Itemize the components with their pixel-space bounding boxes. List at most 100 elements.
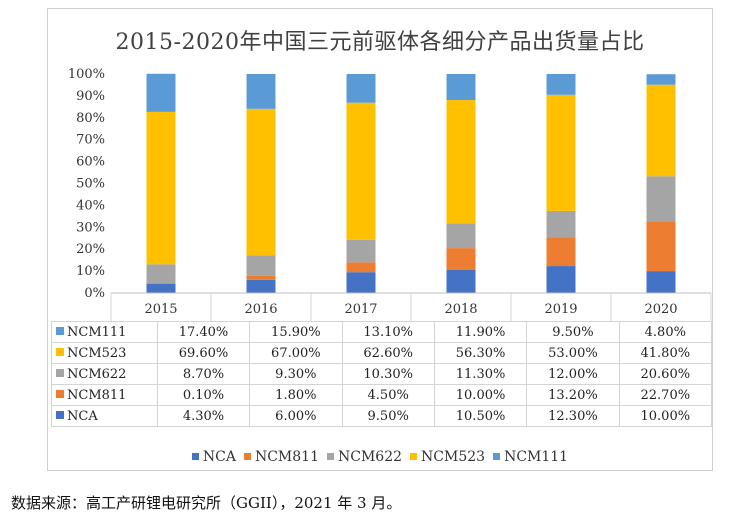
legend-key-icon [56, 368, 64, 377]
legend-key-icon [56, 389, 64, 398]
bar-ncm111-2015 [146, 73, 176, 112]
bar-ncm523-2018 [446, 100, 476, 224]
bar-ncm523-2016 [246, 108, 276, 256]
legend-swatch-icon [191, 453, 199, 460]
table-cell: 41.80% [618, 342, 713, 364]
bar-ncm622-2016 [246, 255, 276, 276]
y-tick-label: 60% [76, 155, 105, 170]
x-tick-label: 2015 [144, 302, 177, 317]
y-tick-label: 70% [76, 133, 105, 148]
bar-ncm111-2019 [546, 74, 576, 95]
chart-title: 2015-2020年中国三元前驱体各细分产品出货量占比 [115, 30, 645, 55]
y-tick-label: 100% [68, 67, 105, 82]
table-cell: 13.20% [526, 384, 620, 406]
bar-ncm622-2018 [446, 223, 476, 249]
table-row-ncm622: NCM622 8.70% 9.30% 10.30% 11.30% 12.00% 20.60% [51, 363, 713, 385]
table-cell: 20.60% [618, 363, 713, 385]
legend: NCA NCM811 NCM622 NCM523 NCM111 [48, 449, 712, 465]
table-row-ncm811: NCM811 0.10% 1.80% 4.50% 10.00% 13.20% 22.70% [51, 384, 713, 406]
legend-swatch-icon [327, 453, 334, 460]
chart-frame: 2015-2020年中国三元前驱体各细分产品出货量占比 0% 10% 20% 30% 4… [47, 8, 713, 471]
table-cell: 11.90% [433, 321, 528, 343]
table-cell: 12.00% [526, 363, 620, 385]
legend-item-ncm111: NCM111 [493, 449, 568, 465]
y-tick-label: 20% [76, 242, 105, 257]
bar-ncm111-2016 [246, 74, 276, 109]
table-cell: 6.00% [249, 405, 343, 427]
bar-ncm523-2017 [346, 102, 376, 240]
table-row-header: NCA [51, 405, 158, 427]
table-cell: 0.10% [156, 384, 251, 406]
table-row-ncm523: NCM523 69.60% 67.00% 62.60% 56.30% 53.00% 41.8… [51, 342, 713, 364]
table-row-header: NCM622 [51, 363, 158, 385]
bar-ncm811-2019 [546, 237, 576, 267]
x-tick-label: 2016 [244, 302, 277, 317]
table-cell: 4.50% [341, 384, 435, 406]
y-tick-label: 90% [76, 89, 105, 104]
bar-ncm622-2017 [346, 239, 376, 263]
table-cell: 11.30% [433, 363, 528, 385]
legend-label: NCM111 [504, 449, 569, 465]
table-row-label: NCM111 [67, 324, 127, 340]
legend-label: NCM523 [421, 449, 486, 465]
table-row-ncm111: NCM111 17.40% 15.90% 13.10% 11.90% 9.50% 4.80% [51, 321, 713, 343]
legend-swatch-icon [410, 453, 418, 460]
table-cell: 10.00% [433, 384, 528, 406]
x-tick-label: 2018 [444, 302, 477, 317]
legend-swatch-icon [493, 453, 501, 460]
table-cell: 8.70% [156, 363, 251, 385]
bar-nca-2020 [646, 271, 676, 293]
plot-area: 0% 10% 20% 30% 40% 50% 60% 70% 80% 90% 100% 2015 201… [68, 67, 712, 321]
bar-ncm111-2020 [646, 74, 676, 85]
bar-ncm622-2019 [546, 210, 576, 238]
bar-nca-2016 [246, 279, 276, 293]
legend-item-ncm811: NCM811 [243, 449, 319, 465]
table-cell: 10.00% [618, 405, 713, 427]
bar-ncm523-2015 [146, 111, 176, 265]
table-row-header: NCM811 [51, 384, 158, 406]
table-cell: 53.00% [526, 342, 620, 364]
table-cell: 22.70% [618, 384, 713, 406]
bar-nca-2019 [546, 266, 576, 293]
legend-key-icon [56, 410, 64, 419]
bar-ncm622-2020 [646, 176, 676, 222]
table-cell: 15.90% [249, 321, 343, 343]
legend-label: NCA [202, 449, 236, 465]
legend-key-icon [56, 326, 64, 335]
y-tick-label: 30% [76, 220, 105, 235]
legend-label: NCM622 [338, 449, 403, 465]
table-cell: 56.30% [433, 342, 528, 364]
legend-swatch-icon [243, 453, 251, 460]
table-cell: 62.60% [341, 342, 435, 364]
bar-nca-2017 [346, 272, 376, 293]
y-tick-label: 40% [76, 198, 105, 213]
table-cell: 9.50% [526, 321, 620, 343]
table-cell: 1.80% [249, 384, 343, 406]
table-row-label: NCM523 [67, 345, 127, 361]
data-table: NCM111 17.40% 15.90% 13.10% 11.90% 9.50% 4.80%… [51, 321, 713, 427]
table-cell: 10.30% [341, 363, 435, 385]
table-cell: 13.10% [341, 321, 435, 343]
legend-item-ncm622: NCM622 [327, 449, 402, 465]
table-row-header: NCM111 [51, 321, 158, 343]
bar-nca-2018 [446, 270, 476, 293]
table-row-label: NCM811 [67, 387, 127, 403]
x-tick-label: 2019 [544, 302, 577, 317]
legend-label: NCM811 [254, 449, 319, 465]
x-tick-label: 2020 [644, 302, 677, 317]
table-cell: 9.30% [249, 363, 343, 385]
table-cell: 12.30% [526, 405, 620, 427]
bar-ncm111-2017 [346, 74, 376, 103]
table-row-nca: NCA 4.30% 6.00% 9.50% 10.50% 12.30% 10.00% [51, 405, 713, 427]
bar-ncm622-2015 [146, 264, 176, 284]
bar-ncm523-2020 [646, 84, 676, 177]
table-row-header: NCM523 [51, 342, 158, 364]
bar-ncm111-2018 [446, 74, 476, 101]
legend-key-icon [56, 347, 64, 356]
table-cell: 4.30% [156, 405, 251, 427]
table-cell: 10.50% [433, 405, 528, 427]
table-row-label: NCM622 [67, 366, 127, 382]
bar-ncm523-2019 [546, 94, 576, 211]
table-cell: 4.80% [618, 321, 713, 343]
y-tick-label: 0% [84, 286, 105, 301]
